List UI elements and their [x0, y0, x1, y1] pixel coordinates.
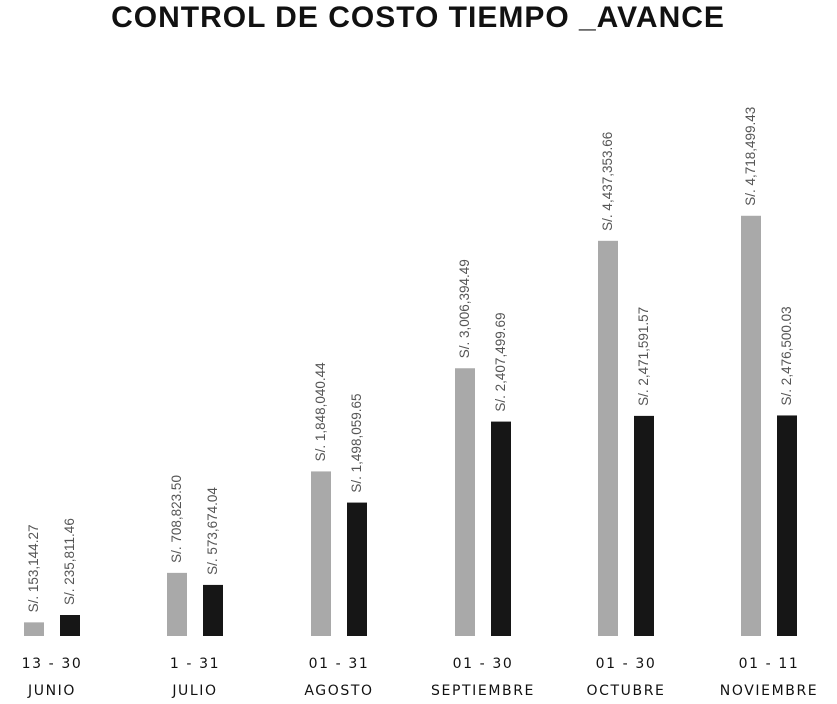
- bar-series2-junio: [60, 614, 80, 636]
- category-month-noviembre: NOVIEMBRE: [720, 683, 818, 699]
- category-month-octubre: OCTUBRE: [587, 683, 666, 699]
- value-label-series1-junio: S/. 153,144.27: [26, 525, 41, 613]
- category-month-julio: JULIO: [171, 683, 217, 699]
- bar-series1-octubre: [598, 240, 618, 637]
- value-label-series2-junio: S/. 235,811.46: [62, 518, 77, 605]
- category-axis: 13 - 30 JUNIO 1 - 31 JULIO 01 - 31 AGOSTO 01 -…: [22, 656, 818, 699]
- bar-series2-septiembre: [491, 421, 511, 636]
- value-label-series1-agosto: S/. 1,848,040.44: [313, 362, 328, 462]
- bar-series2-octubre: [634, 415, 654, 636]
- bar-series1-noviembre: [741, 215, 761, 636]
- category-range-agosto: 01 - 31: [309, 656, 370, 672]
- value-labels-layer: S/. 153,144.27 S/. 235,811.46 S/. 708,823.…: [26, 107, 794, 613]
- bar-series2-noviembre: [777, 415, 797, 636]
- category-month-septiembre: SEPTIEMBRE: [431, 683, 535, 699]
- bar-series1-septiembre: [455, 368, 475, 636]
- bar-series1-julio: [167, 572, 187, 636]
- chart-title: CONTROL DE COSTO TIEMPO _AVANCE: [111, 1, 725, 34]
- bar-series2-agosto: [347, 502, 367, 636]
- value-label-series1-octubre: S/. 4,437,353.66: [600, 132, 615, 231]
- value-label-series2-agosto: S/. 1,498,059.65: [349, 393, 364, 492]
- category-month-junio: JUNIO: [27, 683, 76, 699]
- value-label-series1-julio: S/. 708,823.50: [169, 475, 184, 563]
- bar-series1-junio: [24, 622, 44, 636]
- bar-series2-julio: [203, 584, 223, 636]
- category-range-octubre: 01 - 30: [596, 656, 657, 672]
- category-month-agosto: AGOSTO: [304, 683, 373, 699]
- category-range-julio: 1 - 31: [170, 656, 220, 672]
- value-label-series2-septiembre: S/. 2,407,499.69: [493, 313, 508, 412]
- value-label-series1-noviembre: S/. 4,718,499.43: [743, 107, 758, 206]
- bars-layer: [24, 215, 797, 637]
- category-range-junio: 13 - 30: [22, 656, 83, 672]
- value-label-series2-julio: S/. 573,674.04: [205, 487, 220, 575]
- value-label-series2-noviembre: S/. 2,476,500.03: [779, 306, 794, 405]
- value-label-series1-septiembre: S/. 3,006,394.49: [457, 259, 472, 358]
- category-range-noviembre: 01 - 11: [739, 656, 800, 672]
- category-range-septiembre: 01 - 30: [453, 656, 514, 672]
- value-label-series2-octubre: S/. 2,471,591.57: [636, 307, 651, 406]
- bar-series1-agosto: [311, 471, 331, 636]
